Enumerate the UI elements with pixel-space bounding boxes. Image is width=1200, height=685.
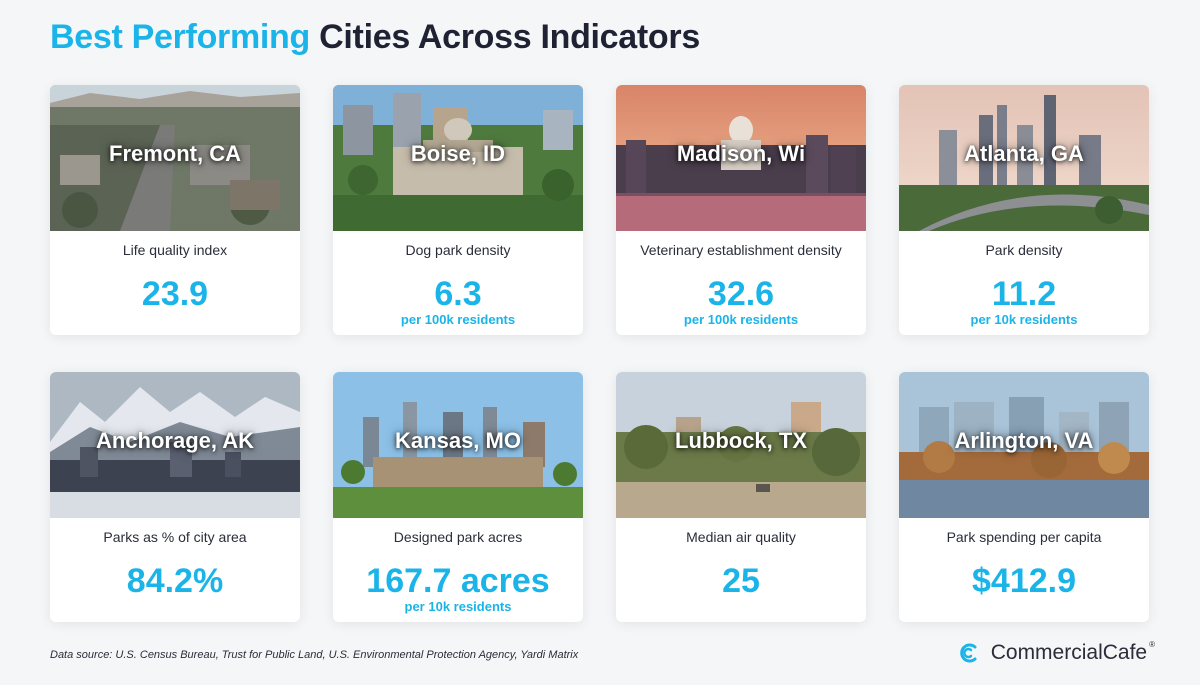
metric-label: Dog park density	[405, 242, 511, 258]
page-title: Best Performing Cities Across Indicators	[50, 18, 700, 57]
city-photo-boise: Boise, ID	[333, 85, 583, 231]
city-card-arlington: Arlington, VA Park spending per capita $…	[899, 372, 1149, 622]
metric-label: Park spending per capita	[946, 529, 1102, 545]
metric-value: 23.9	[141, 275, 209, 313]
metric-value: 32.6	[707, 275, 775, 313]
data-source-note: Data source: U.S. Census Bureau, Trust f…	[50, 649, 579, 661]
city-name: Anchorage, AK	[95, 428, 255, 453]
city-card-atlanta: Atlanta, GA Park density 11.2 per 10k re…	[899, 85, 1149, 335]
metric-label: Life quality index	[122, 242, 228, 258]
metric-value: 167.7 acres	[366, 562, 550, 600]
city-name: Atlanta, GA	[964, 141, 1084, 166]
city-name: Lubbock, TX	[675, 428, 807, 453]
city-name: Boise, ID	[410, 141, 506, 166]
metric-unit: per 10k residents	[970, 312, 1078, 327]
title-rest: Cities Across Indicators	[319, 18, 700, 56]
metric-unit: per 10k residents	[404, 599, 512, 614]
city-name: Arlington, VA	[954, 428, 1094, 453]
commercialcafe-logo-icon	[959, 643, 977, 663]
city-name: Fremont, CA	[109, 141, 241, 166]
city-card-boise: Boise, ID Dog park density 6.3 per 100k …	[333, 85, 583, 335]
brand-logo: CommercialCafe ®	[957, 640, 1155, 666]
city-card-madison: Madison, Wi Veterinary establishment den…	[616, 85, 866, 335]
city-card-kansas: Kansas, MO Designed park acres 167.7 acr…	[333, 372, 583, 622]
metric-label: Veterinary establishment density	[640, 242, 842, 258]
metric-label: Designed park acres	[393, 529, 523, 545]
city-card-anchorage: Anchorage, AK Parks as % of city area 84…	[50, 372, 300, 622]
city-photo-fremont: Fremont, CA	[50, 85, 300, 231]
metric-value: $412.9	[972, 562, 1076, 600]
city-photo-kansas: Kansas, MO	[333, 372, 583, 518]
city-cards-grid: Fremont, CA Life quality index 23.9 Boi	[50, 85, 1149, 622]
city-photo-arlington: Arlington, VA	[899, 372, 1149, 518]
city-photo-anchorage: Anchorage, AK	[50, 372, 300, 518]
title-accent: Best Performing	[50, 18, 310, 56]
city-card-fremont: Fremont, CA Life quality index 23.9	[50, 85, 300, 335]
metric-label: Median air quality	[686, 529, 796, 545]
city-name: Kansas, MO	[395, 428, 521, 453]
metric-value: 84.2%	[126, 562, 224, 600]
metric-unit: per 100k residents	[400, 312, 516, 327]
city-name: Madison, Wi	[676, 141, 806, 166]
brand-name: CommercialCafe	[990, 641, 1148, 664]
metric-value: 6.3	[434, 275, 482, 313]
registered-mark: ®	[1149, 639, 1155, 649]
metric-label: Parks as % of city area	[103, 529, 247, 545]
metric-unit: per 100k residents	[683, 312, 799, 327]
city-photo-lubbock: Lubbock, TX	[616, 372, 866, 518]
metric-label: Park density	[985, 242, 1063, 258]
city-photo-madison: Madison, Wi	[616, 85, 866, 231]
metric-value: 11.2	[991, 275, 1057, 313]
city-photo-atlanta: Atlanta, GA	[899, 85, 1149, 231]
city-card-lubbock: Lubbock, TX Median air quality 25	[616, 372, 866, 622]
metric-value: 25	[722, 562, 760, 600]
